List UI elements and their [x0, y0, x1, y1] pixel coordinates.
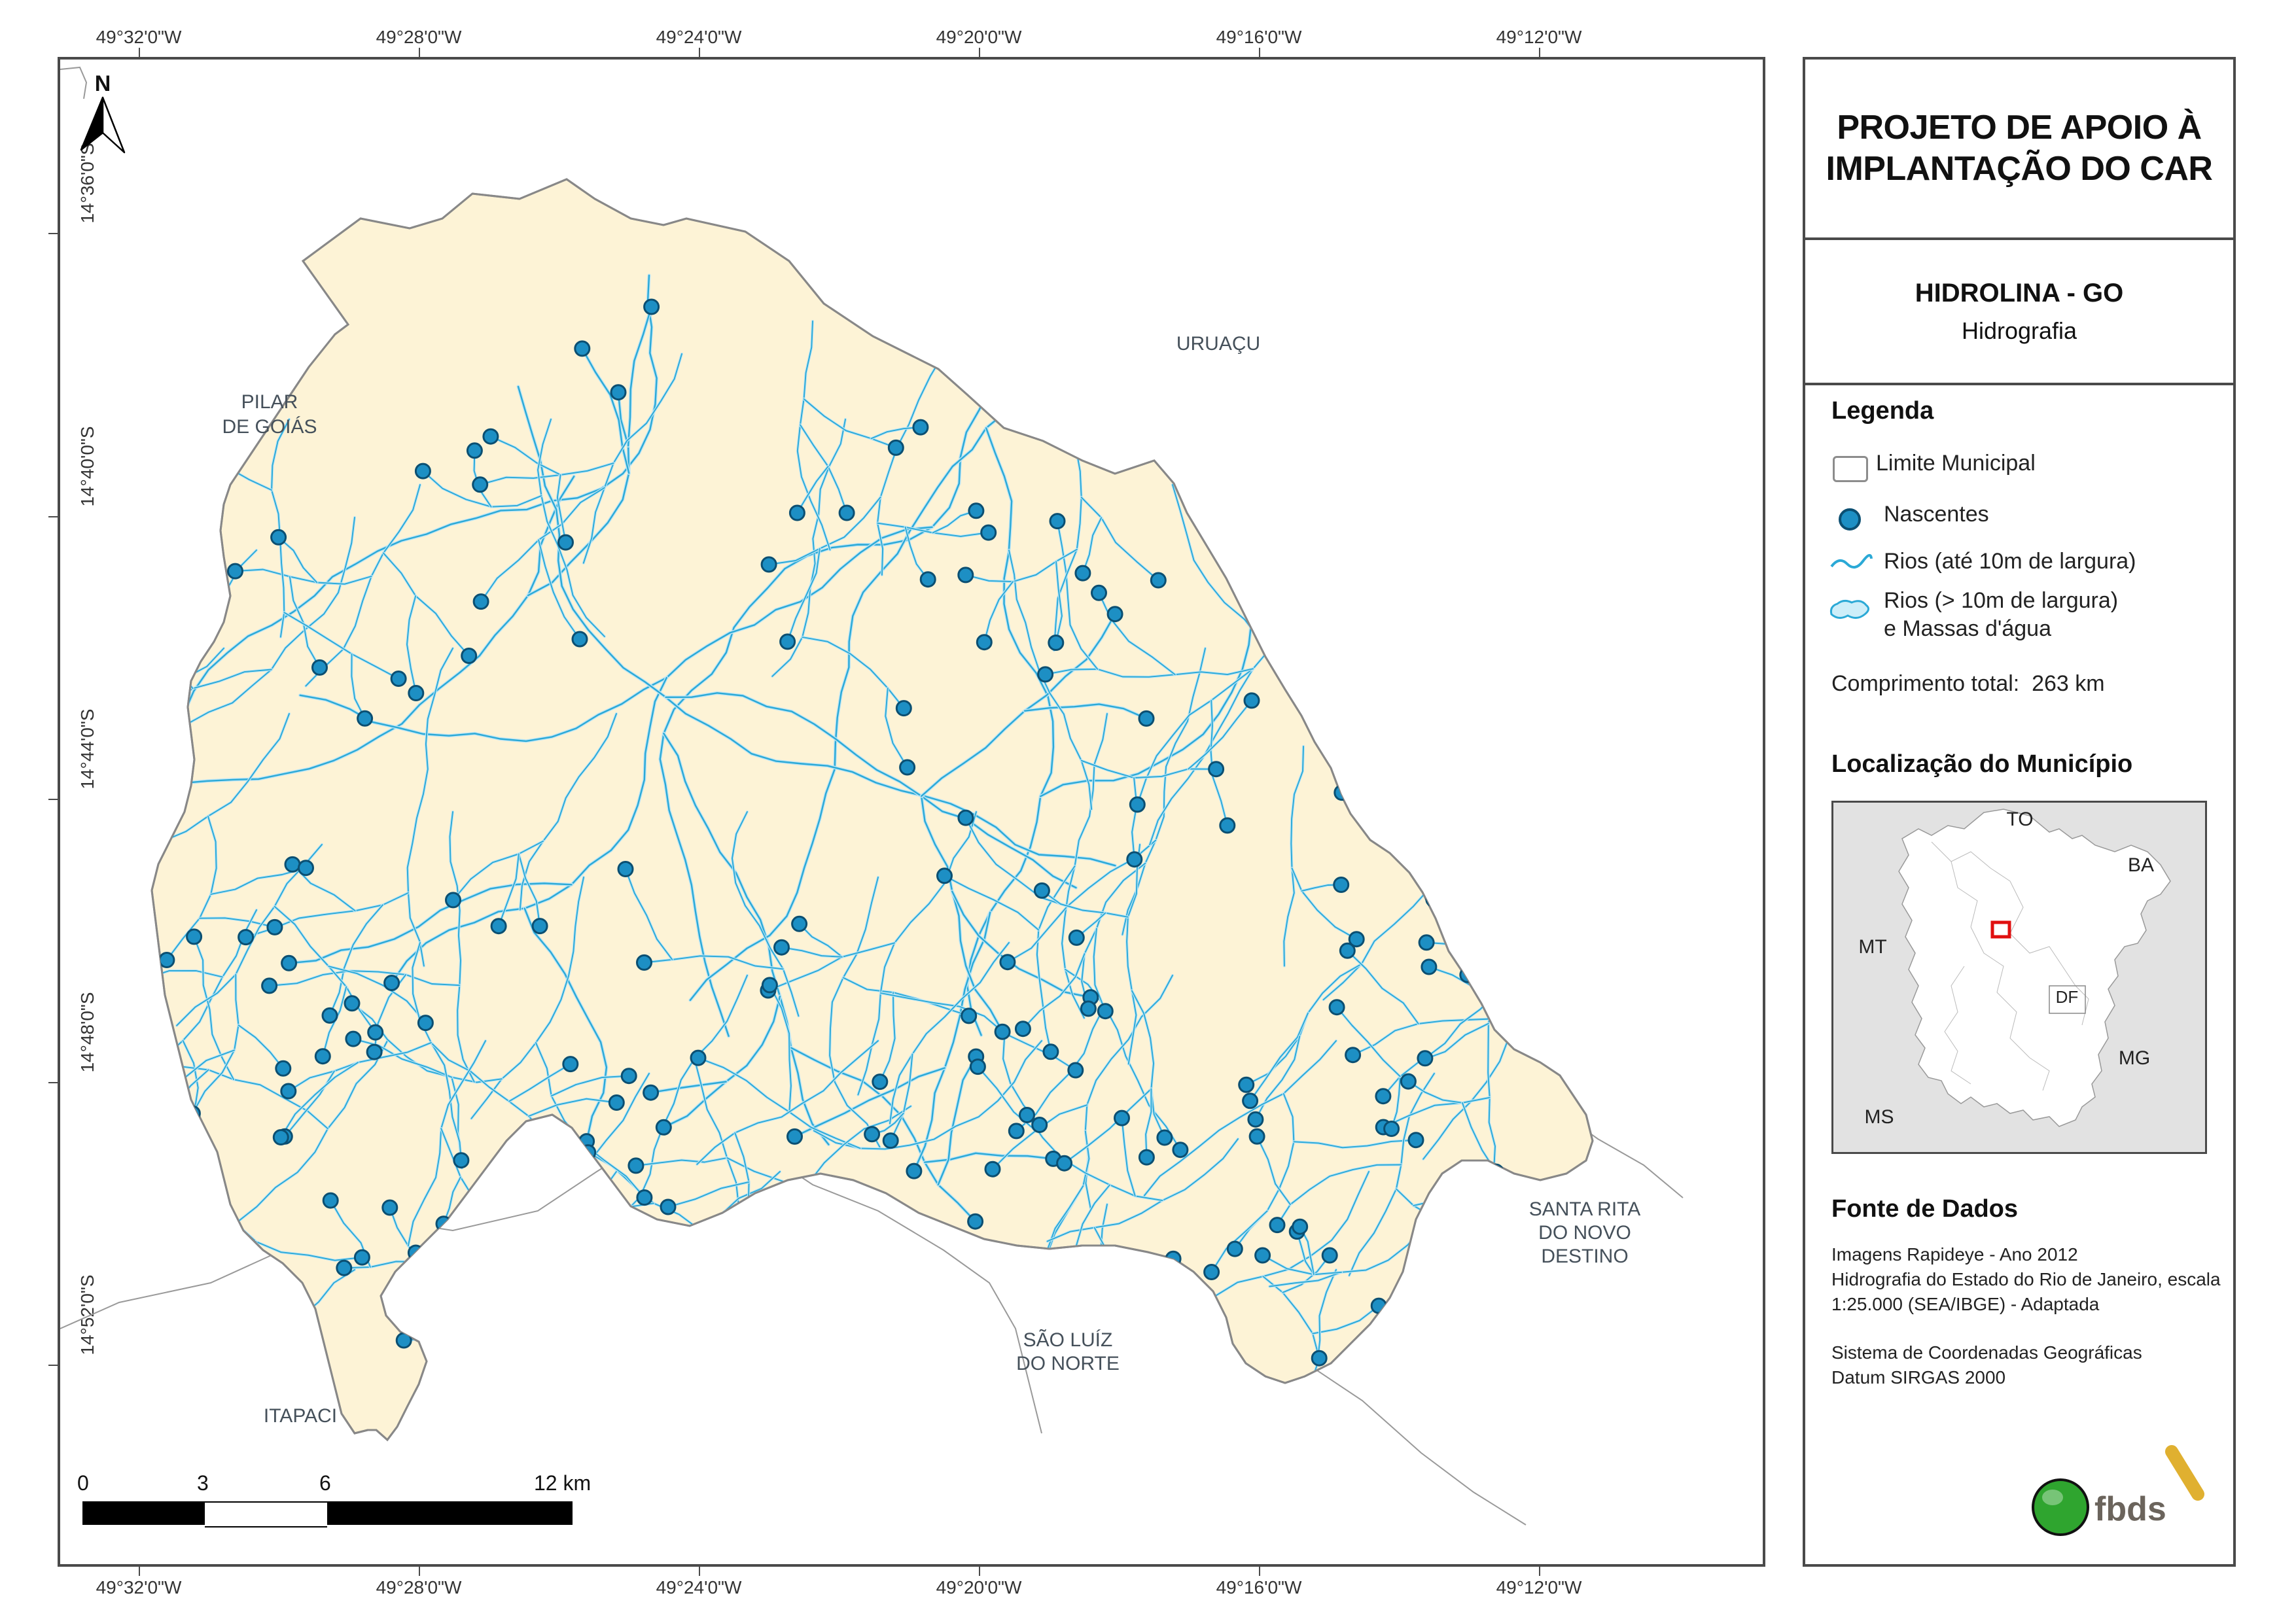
svg-text:fbds: fbds [2094, 1490, 2166, 1528]
svg-text:MG: MG [2119, 1047, 2150, 1069]
svg-text:MT: MT [1858, 936, 1886, 958]
svg-text:N: N [95, 73, 111, 96]
svg-text:BA: BA [2128, 854, 2154, 876]
svg-text:TO: TO [2006, 809, 2033, 830]
svg-text:MS: MS [1865, 1106, 1894, 1128]
svg-text:DF: DF [2056, 987, 2079, 1007]
